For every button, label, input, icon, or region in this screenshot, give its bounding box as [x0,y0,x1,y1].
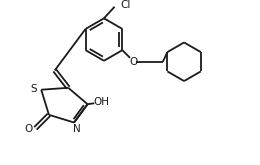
Text: Cl: Cl [120,0,131,10]
Text: S: S [30,84,37,94]
Text: O: O [130,57,138,67]
Text: OH: OH [93,97,109,107]
Text: O: O [24,124,33,134]
Text: N: N [73,124,81,134]
